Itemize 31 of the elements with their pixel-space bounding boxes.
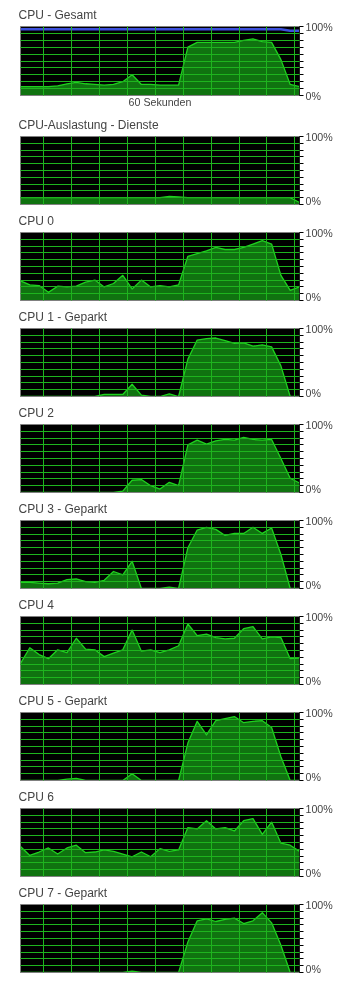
- y-tick-label: 0%: [305, 770, 322, 783]
- y-tick-label: 100%: [305, 514, 334, 527]
- y-tick-label: 0%: [305, 962, 322, 975]
- y-tick-label: 100%: [305, 802, 334, 815]
- chart-title: CPU 5 - Geparkt: [18, 693, 108, 708]
- y-tick-label: 100%: [305, 322, 334, 335]
- chart-title: CPU 7 - Geparkt: [18, 885, 108, 900]
- y-tick-label: 100%: [305, 130, 334, 143]
- y-tick-label: 0%: [305, 578, 322, 591]
- y-tick-label: 100%: [305, 226, 334, 239]
- y-tick-label: 0%: [305, 386, 322, 399]
- chart-title: CPU 4: [18, 597, 55, 612]
- y-tick-label: 100%: [305, 610, 334, 623]
- chart-title: CPU 6: [18, 789, 55, 804]
- y-tick-label: 100%: [305, 20, 334, 33]
- chart-title: CPU 2: [18, 405, 55, 420]
- chart-title: CPU 0: [18, 213, 55, 228]
- chart-title: CPU 3 - Geparkt: [18, 501, 108, 516]
- y-tick-label: 100%: [305, 706, 334, 719]
- x-axis-title: 60 Sekunden: [128, 95, 192, 108]
- y-tick-label: 0%: [305, 89, 322, 102]
- chart-title: CPU-Auslastung - Dienste: [18, 117, 159, 132]
- y-tick-label: 0%: [305, 194, 322, 207]
- chart-title: CPU - Gesamt: [18, 7, 98, 22]
- y-tick-label: 0%: [305, 482, 322, 495]
- y-tick-label: 100%: [305, 418, 334, 431]
- y-tick-label: 100%: [305, 898, 334, 911]
- y-tick-label: 0%: [305, 290, 322, 303]
- y-tick-label: 0%: [305, 674, 322, 687]
- y-tick-label: 0%: [305, 866, 322, 879]
- chart-title: CPU 1 - Geparkt: [18, 309, 108, 324]
